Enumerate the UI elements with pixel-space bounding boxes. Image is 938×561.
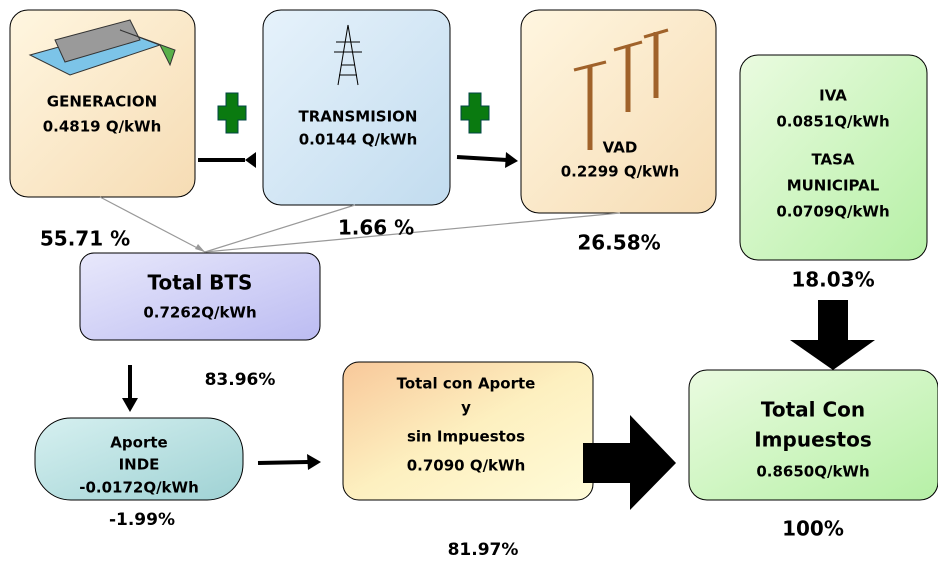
node-text: y bbox=[461, 399, 471, 417]
node-text: 0.0709Q/kWh bbox=[776, 203, 889, 221]
node-text: Total Con bbox=[761, 398, 865, 422]
node-text: Aporte bbox=[110, 434, 167, 452]
node-text: sin Impuestos bbox=[407, 428, 525, 446]
node-text: VAD bbox=[603, 139, 638, 157]
percentage: -1.99% bbox=[109, 510, 175, 530]
node-text: IVA bbox=[819, 87, 847, 105]
texts: GENERACION 0.4819 Q/kWh TRANSMISION 0.01… bbox=[40, 87, 890, 561]
percentage: 83.96% bbox=[205, 370, 276, 390]
node-text: 0.7262Q/kWh bbox=[143, 304, 256, 322]
node-text: -0.0172Q/kWh bbox=[79, 479, 199, 497]
percentage: 18.03% bbox=[791, 268, 874, 292]
node-text: MUNICIPAL bbox=[787, 177, 880, 195]
node-text: 0.4819 Q/kWh bbox=[43, 118, 162, 136]
node-text: 0.0144 Q/kWh bbox=[299, 131, 418, 149]
node-text: TRANSMISION bbox=[299, 108, 418, 126]
percentage: 81.97% bbox=[448, 540, 519, 560]
node-text: 0.8650Q/kWh bbox=[756, 463, 869, 481]
percentage: 55.71 % bbox=[40, 227, 130, 251]
percentage: 100% bbox=[782, 517, 844, 541]
node-text: TASA bbox=[811, 151, 854, 169]
percentage: 1.66 % bbox=[338, 216, 414, 240]
node-text: INDE bbox=[119, 456, 160, 474]
node-text: 0.2299 Q/kWh bbox=[561, 163, 680, 181]
percentage: 26.58% bbox=[577, 231, 660, 255]
node-text: 0.7090 Q/kWh bbox=[407, 457, 526, 475]
node-text: 0.0851Q/kWh bbox=[776, 113, 889, 131]
shapes bbox=[9, 9, 938, 510]
node-text: Total con Aporte bbox=[397, 375, 536, 393]
node-text: Impuestos bbox=[754, 428, 872, 452]
node-text: GENERACION bbox=[47, 93, 157, 111]
node-text: Total BTS bbox=[148, 271, 253, 295]
